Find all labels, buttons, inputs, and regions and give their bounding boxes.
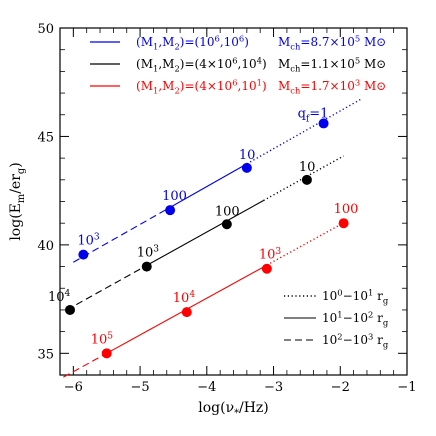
blue-point [241, 162, 252, 173]
blue-point [78, 249, 89, 260]
x-tick-label: −5 [130, 380, 149, 395]
red-line-dotted [266, 220, 348, 266]
x-tick-label: −4 [197, 380, 216, 395]
axis-labels: log(ν*​/Hz) log(Em​/erg​) [8, 162, 269, 419]
y-axis-label: log(Em​/erg​) [8, 162, 27, 240]
style-legend-label-solid: 101​−102​ rg​ [322, 309, 389, 327]
blue-line-solid [166, 163, 248, 210]
black-point-label: 100 [215, 204, 240, 219]
red-point-label: 104​ [173, 290, 196, 306]
legend-mch-red: Mch​=1.7×103​ M⊙ [278, 77, 386, 95]
y-tick-label: 50 [37, 22, 54, 37]
blue-point-label: 100 [162, 189, 187, 204]
x-tick-label: −2 [331, 380, 350, 395]
black-point [141, 261, 152, 272]
style-legend-label-dashed: 102​−103​ rg​ [322, 331, 389, 349]
data-series: 103​ 100 10 qf​=1 104​ 103​ 100 10 105​ 104​ 103​ 1… [48, 98, 361, 378]
black-point [301, 174, 312, 185]
red-point [181, 307, 192, 318]
blue-point [318, 118, 329, 129]
black-line-dashed [66, 264, 148, 311]
black-point-label: 103​ [137, 245, 160, 261]
blue-point-label: 10 [239, 148, 256, 163]
x-tick-label: −1 [397, 380, 416, 395]
line-style-legend: 100​−101​ rg​ 101​−102​ rg​ 102​−103​ rg​ [284, 287, 389, 350]
legend-mch-blue: Mch​=8.7×105​ M⊙ [278, 33, 386, 51]
black-point-label: 10 [299, 160, 316, 175]
legend-mch-black: Mch​=1.1×105​ M⊙ [278, 55, 386, 73]
axis-ticks: −6 −5 −4 −3 −2 −1 35 40 45 50 [37, 22, 416, 395]
style-legend-label-dotted: 100​−101​ rg​ [322, 287, 389, 305]
black-line-solid [146, 200, 264, 266]
x-axis-label: log(ν*​/Hz) [198, 400, 269, 419]
red-point-label: 105​ [91, 331, 114, 347]
legend-mass-black: (M1​,M2​)=(4×106​,104​) [136, 55, 267, 73]
black-point [65, 304, 76, 315]
x-tick-label: −6 [64, 380, 83, 395]
legend-mass-red: (M1​,M2​)=(4×106​,101​) [136, 77, 267, 95]
blue-line-dotted [246, 98, 361, 165]
red-point [261, 263, 272, 274]
blue-point-label: qf​=1 [298, 106, 329, 124]
x-tick-label: −3 [264, 380, 283, 395]
red-point [101, 348, 112, 359]
y-tick-label: 35 [37, 347, 54, 362]
legend-mass-blue: (M1​,M2​)=(106​,106​) [136, 33, 249, 51]
blue-point [165, 205, 176, 216]
y-tick-label: 45 [37, 130, 54, 145]
red-point-label: 100 [334, 202, 359, 217]
red-point [338, 218, 349, 229]
black-point [221, 219, 232, 230]
red-point-label: 103​ [259, 247, 282, 263]
y-tick-label: 40 [37, 239, 54, 254]
black-point-label: 104​ [48, 289, 71, 305]
blue-point-label: 103​ [77, 233, 100, 249]
blue-line-dashed [73, 208, 168, 263]
legend: (M1​,M2​)=(106​,106​) Mch​=8.7×105​ M⊙ (M1… [90, 33, 386, 96]
red-line-dashed [63, 350, 111, 378]
